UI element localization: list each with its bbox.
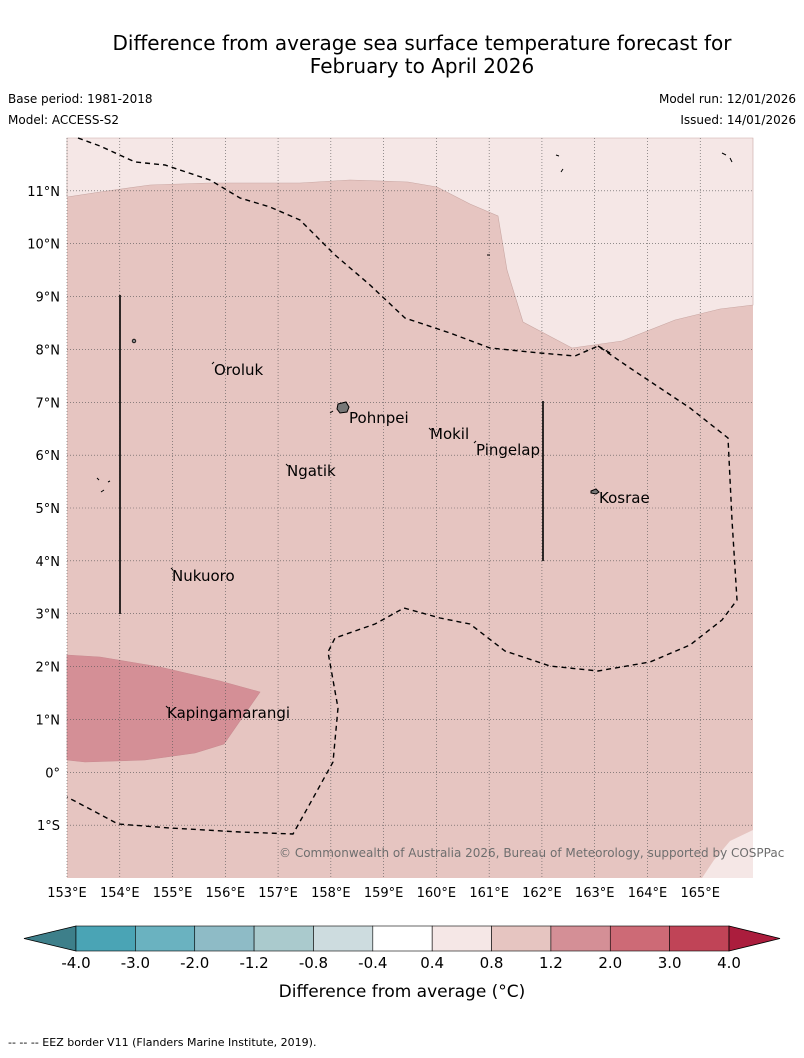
- model-run: Model run: 12/01/2026: [658, 92, 796, 106]
- colorbar-tick-label: 0.8: [480, 954, 504, 972]
- longitude-tick-label: 165°E: [680, 886, 720, 901]
- colorbar-tick-label: -0.8: [299, 954, 328, 972]
- colorbar-segment: [609, 925, 670, 952]
- longitude-tick-label: 161°E: [469, 886, 509, 901]
- copyright-notice: © Commonwealth of Australia 2026, Bureau…: [279, 846, 784, 860]
- small-island: [131, 338, 137, 344]
- latitude-tick-label: 9°N: [36, 291, 61, 306]
- label-oroluk: Oroluk: [214, 361, 263, 379]
- anomaly-fill-0p4-0p8-south: [702, 830, 753, 878]
- label-pohnpei: Pohnpei: [349, 409, 409, 427]
- longitude-tick-label: 163°E: [575, 886, 615, 901]
- latitude-tick-label: 2°N: [36, 661, 61, 676]
- longitude-tick-label: 159°E: [364, 886, 404, 901]
- colorbar-segment: [313, 925, 374, 952]
- anomaly-fill-0p4-0p8-north: [66, 137, 754, 349]
- colorbar-segment: [372, 925, 433, 952]
- colorbar-segment: [550, 925, 611, 952]
- latitude-tick-label: 5°N: [36, 502, 61, 517]
- anomaly-fill-1p2-2p0: [66, 654, 261, 763]
- latitude-tick-label: 8°N: [36, 343, 61, 358]
- label-ngatik: Ngatik: [287, 462, 336, 480]
- label-kapingamarangi: Kapingamarangi: [167, 704, 290, 722]
- colorbar-title: Difference from average (°C): [279, 982, 526, 1002]
- colorbar-tick-label: -0.4: [358, 954, 387, 972]
- colorbar-labels: -4.0 -3.0 -2.0 -1.2 -0.8 -0.4 0.4 0.8 1.2 2.0 3.0 4…: [61, 954, 741, 972]
- title-line-2: February to April 2026: [309, 54, 535, 78]
- colorbar-tick-label: -3.0: [121, 954, 150, 972]
- longitude-tick-label: 155°E: [153, 886, 193, 901]
- colorbar-extend-high: [728, 925, 781, 952]
- footer-note: -- -- -- EEZ border V11 (Flanders Marine…: [8, 1036, 317, 1049]
- colorbar-tick-label: 2.0: [598, 954, 622, 972]
- kosrae-island: [590, 488, 600, 495]
- colorbar-segment: [75, 925, 136, 952]
- title-line-1: Difference from average sea surface temp…: [112, 31, 732, 55]
- latitude-tick-labels: 11°N 10°N 9°N 8°N 7°N 6°N 5°N 4°N 3°N 2°N 1°N 0° 1°S: [27, 185, 60, 834]
- colorbar-tick-label: 1.2: [539, 954, 563, 972]
- longitude-tick-label: 157°E: [258, 886, 298, 901]
- latitude-tick-label: 4°N: [36, 555, 61, 570]
- graticule: [66, 138, 753, 878]
- chart-title: Difference from average sea surface temp…: [0, 32, 804, 78]
- colorbar-tick-label: 3.0: [658, 954, 682, 972]
- latitude-tick-label: 7°N: [36, 396, 61, 411]
- colorbar-extend-low: [23, 925, 77, 952]
- latitude-tick-label: 11°N: [27, 185, 60, 200]
- longitude-tick-label: 154°E: [100, 886, 140, 901]
- colorbar-segment: [669, 925, 730, 952]
- latitude-tick-label: 3°N: [36, 608, 61, 623]
- issued-date: Issued: 14/01/2026: [680, 113, 796, 127]
- colorbar-segment: [135, 925, 196, 952]
- latitude-tick-label: 6°N: [36, 449, 61, 464]
- longitude-tick-labels: 153°E 154°E 155°E 156°E 157°E 158°E 159°E 160°E…: [47, 886, 720, 901]
- colorbar-segment: [491, 925, 552, 952]
- longitude-tick-label: 158°E: [311, 886, 351, 901]
- latitude-tick-label: 1°N: [36, 713, 61, 728]
- colorbar-segment: [431, 925, 492, 952]
- colorbar: [23, 925, 781, 952]
- pohnpei-island: [336, 401, 350, 414]
- colorbar-segment: [253, 925, 314, 952]
- label-kosrae: Kosrae: [599, 489, 650, 507]
- longitude-tick-label: 156°E: [206, 886, 246, 901]
- colorbar-tick-label: -2.0: [180, 954, 209, 972]
- reef-marks: [96, 152, 733, 709]
- longitude-tick-label: 153°E: [47, 886, 87, 901]
- colorbar-tick-label: -4.0: [61, 954, 90, 972]
- model-name: Model: ACCESS-S2: [8, 113, 120, 127]
- label-mokil: Mokil: [430, 425, 469, 443]
- longitude-tick-label: 160°E: [417, 886, 457, 901]
- latitude-tick-label: 10°N: [27, 238, 60, 253]
- eez-border-line-right: [597, 345, 613, 355]
- label-nukuoro: Nukuoro: [172, 567, 235, 585]
- base-period: Base period: 1981-2018: [8, 92, 153, 106]
- colorbar-tick-label: -1.2: [239, 954, 268, 972]
- colorbar-tick-label: 4.0: [717, 954, 741, 972]
- latitude-tick-label: 0°: [45, 766, 60, 781]
- label-pingelap: Pingelap: [476, 441, 540, 459]
- colorbar-segment: [194, 925, 255, 952]
- colorbar-tick-label: 0.4: [420, 954, 444, 972]
- latitude-tick-label: 1°S: [37, 819, 60, 834]
- longitude-tick-label: 164°E: [628, 886, 668, 901]
- longitude-tick-label: 162°E: [522, 886, 562, 901]
